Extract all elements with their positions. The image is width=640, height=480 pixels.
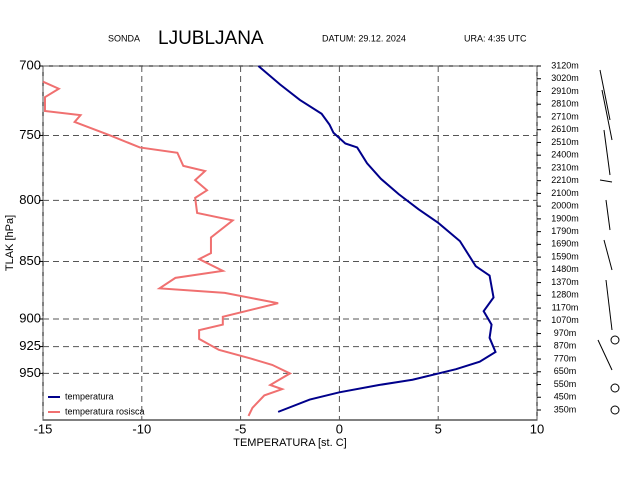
altitude-label: 1070m [551, 315, 579, 325]
altitude-label: 2710m [551, 111, 579, 121]
station: LJUBLJANA [158, 28, 264, 49]
altitude-label: 550m [554, 379, 577, 389]
altitude-label: 1590m [551, 251, 579, 261]
altitude-label: 450m [554, 392, 577, 402]
y-tick-label: 950 [19, 365, 41, 380]
altitude-label: 870m [554, 341, 577, 351]
x-tick-label: -5 [235, 421, 247, 436]
altitude-label: 770m [554, 353, 577, 363]
y-tick-label: 800 [19, 192, 41, 207]
altitude-label: 2400m [551, 150, 579, 160]
y-tick-label: 750 [19, 127, 41, 142]
y-tick-label: 900 [19, 310, 41, 325]
altitude-label: 3020m [551, 73, 579, 83]
altitude-label: 2610m [551, 124, 579, 134]
altitude-label: 2510m [551, 137, 579, 147]
x-tick-label: 0 [336, 421, 343, 436]
x-tick-label: 10 [530, 421, 544, 436]
altitude-label: 1170m [552, 302, 579, 312]
altitude-label: 2210m [551, 175, 579, 185]
y-tick-label: 925 [19, 338, 41, 353]
altitude-label: 3120m [551, 60, 579, 70]
header-label: SONDA [108, 33, 140, 43]
y-tick-label: 700 [19, 57, 41, 72]
y-tick-label: 850 [19, 253, 41, 268]
x-tick-label: -10 [132, 421, 151, 436]
altitude-label: 2810m [551, 99, 579, 109]
altitude-label: 1480m [551, 264, 579, 274]
legend-label: temperatura rosisca [65, 406, 145, 416]
altitude-label: 1900m [551, 213, 579, 223]
legend-label: temperatura [65, 391, 114, 401]
plot-frame [42, 65, 538, 421]
altitude-label: 350m [554, 404, 577, 414]
date: DATUM: 29.12. 2024 [322, 33, 406, 43]
series-line [257, 65, 497, 413]
x-tick-label: 5 [435, 421, 442, 436]
wind-barbs [597, 69, 620, 415]
altitude-label: 2910m [551, 86, 579, 96]
altitude-label: 2100m [551, 188, 579, 198]
altitude-label: 1280m [551, 290, 579, 300]
altitude-label: 2000m [551, 201, 579, 211]
x-tick-label: -15 [34, 421, 53, 436]
altitude-label: 2310m [551, 162, 579, 172]
altitude-label: 1370m [551, 277, 579, 287]
x-axis-title: TEMPERATURA [st. C] [233, 437, 346, 449]
series-line [42, 80, 293, 417]
altitude-label: 1790m [551, 226, 579, 236]
altitude-label: 970m [554, 328, 577, 338]
altitude-label: 650m [554, 366, 577, 376]
y-axis-title: TLAK [hPa] [4, 215, 16, 271]
altitude-label: 1690m [551, 239, 579, 249]
time: URA: 4:35 UTC [464, 33, 527, 43]
